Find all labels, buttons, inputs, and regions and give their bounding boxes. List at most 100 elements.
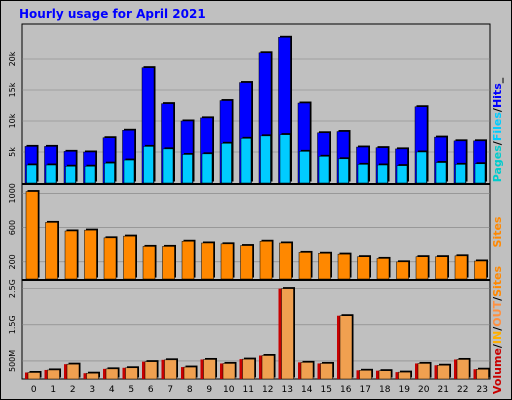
y-tick-label: 1.5G: [8, 315, 17, 334]
x-tick-label: 17: [360, 385, 371, 395]
legend-volume-in-out-part: /: [491, 296, 504, 301]
x-tick-label: 11: [243, 385, 254, 395]
plot-area: [21, 23, 491, 380]
y-tick-label: 500M: [8, 350, 17, 372]
sites-bar: [279, 242, 292, 280]
volume-bar: [66, 363, 80, 380]
legend-pages-files-hits-part: /: [491, 107, 504, 112]
files-bar: [338, 158, 349, 184]
volume-bar-edge: [103, 368, 106, 379]
sites-bar: [201, 242, 214, 280]
volume-bar-edge: [122, 367, 126, 379]
y-tick-label: 10k: [8, 113, 17, 128]
sites-bar: [415, 256, 429, 280]
sites-bar: [64, 230, 78, 280]
sites-bar: [142, 246, 156, 280]
legend-volume-in-out-part: IN: [491, 331, 504, 344]
legend-sites: Sites: [491, 216, 504, 247]
files-bar: [26, 164, 37, 184]
volume-bar: [339, 315, 353, 380]
legend-volume-in-out-part: OUT: [491, 300, 504, 326]
x-tick-label: 0: [31, 385, 37, 395]
sites-bar: [240, 245, 253, 280]
x-tick-label: 12: [262, 385, 273, 395]
volume-bar: [456, 359, 470, 380]
files-bar: [104, 162, 115, 184]
volume-bar-edge: [415, 363, 418, 379]
files-bar: [182, 154, 193, 184]
volume-bar: [398, 371, 411, 380]
volume-bar: [242, 358, 255, 380]
files-bar: [474, 163, 486, 184]
legend-volume-in-out: Volume/IN/OUT/Sites: [491, 265, 504, 394]
y-tick-label: 1000: [8, 183, 17, 203]
volume-bar: [261, 355, 275, 380]
files-bar: [318, 156, 330, 184]
volume-bar: [300, 362, 314, 380]
volume-bar: [378, 370, 392, 380]
volume-bar-edge: [239, 359, 243, 379]
volume-bar-edge: [200, 359, 204, 379]
volume-bar: [281, 288, 294, 380]
volume-bar: [105, 368, 119, 380]
sites-bar: [181, 241, 195, 280]
sites-bar: [25, 191, 39, 280]
files-bar: [455, 164, 466, 184]
legend-pages-files-hits-part: Pages: [491, 145, 504, 183]
sites-bar: [396, 261, 409, 280]
files-bar: [143, 146, 154, 184]
x-tick-label: 10: [223, 385, 235, 395]
x-tick-label: 7: [167, 385, 173, 395]
files-bar: [357, 164, 369, 184]
sites-bar: [45, 222, 58, 280]
x-tick-label: 5: [128, 385, 134, 395]
x-tick-label: 14: [301, 385, 313, 395]
volume-bar-edge: [454, 359, 457, 379]
y-tick-label: 5k: [8, 147, 17, 157]
y-tick-label: 2.5G: [8, 279, 17, 298]
volume-bar-edge: [395, 372, 399, 379]
sites-bar: [123, 235, 136, 280]
volume-bar: [47, 369, 60, 380]
files-bar: [240, 138, 252, 184]
y-tick-label: 200: [8, 254, 17, 269]
sites-bar: [103, 237, 117, 280]
sites-bar: [84, 229, 97, 280]
sites-bar: [318, 253, 331, 280]
x-tick-label: 9: [206, 385, 212, 395]
legend-volume-in-out-part: /: [491, 326, 504, 331]
volume-bar-edge: [376, 370, 379, 379]
volume-bar: [359, 370, 372, 380]
volume-bar-edge: [434, 365, 438, 379]
y-tick-label: 15k: [8, 82, 17, 97]
x-tick-label: 20: [418, 385, 430, 395]
files-bar: [299, 151, 310, 184]
x-tick-label: 15: [321, 385, 332, 395]
files-bar: [221, 143, 232, 184]
volume-bar-edge: [142, 361, 145, 379]
x-tick-label: 16: [340, 385, 352, 395]
files-bar: [377, 164, 388, 184]
legend-volume-in-out-part: Volume: [491, 348, 504, 394]
legend-pages-files-hits: Pages/Files/Hits_: [491, 77, 504, 182]
sites-bar: [220, 243, 234, 280]
x-tick-label: 4: [109, 385, 115, 395]
volume-bar: [437, 365, 450, 380]
volume-bar-edge: [278, 288, 282, 379]
files-bar: [45, 164, 57, 184]
volume-bar-edge: [25, 372, 28, 379]
sites-bar: [357, 256, 370, 280]
legend-pages-files-hits-part: /: [491, 140, 504, 145]
x-tick-label: 19: [399, 385, 411, 395]
x-tick-label: 13: [282, 385, 293, 395]
y-tick-label: 600: [8, 220, 17, 235]
files-bar: [201, 153, 213, 184]
files-bar: [396, 165, 408, 184]
volume-bar: [125, 367, 138, 380]
volume-bar-edge: [220, 363, 223, 379]
volume-bar-edge: [317, 363, 321, 379]
volume-bar: [417, 363, 431, 380]
volume-bar: [222, 363, 236, 380]
volume-bar-edge: [64, 364, 67, 379]
